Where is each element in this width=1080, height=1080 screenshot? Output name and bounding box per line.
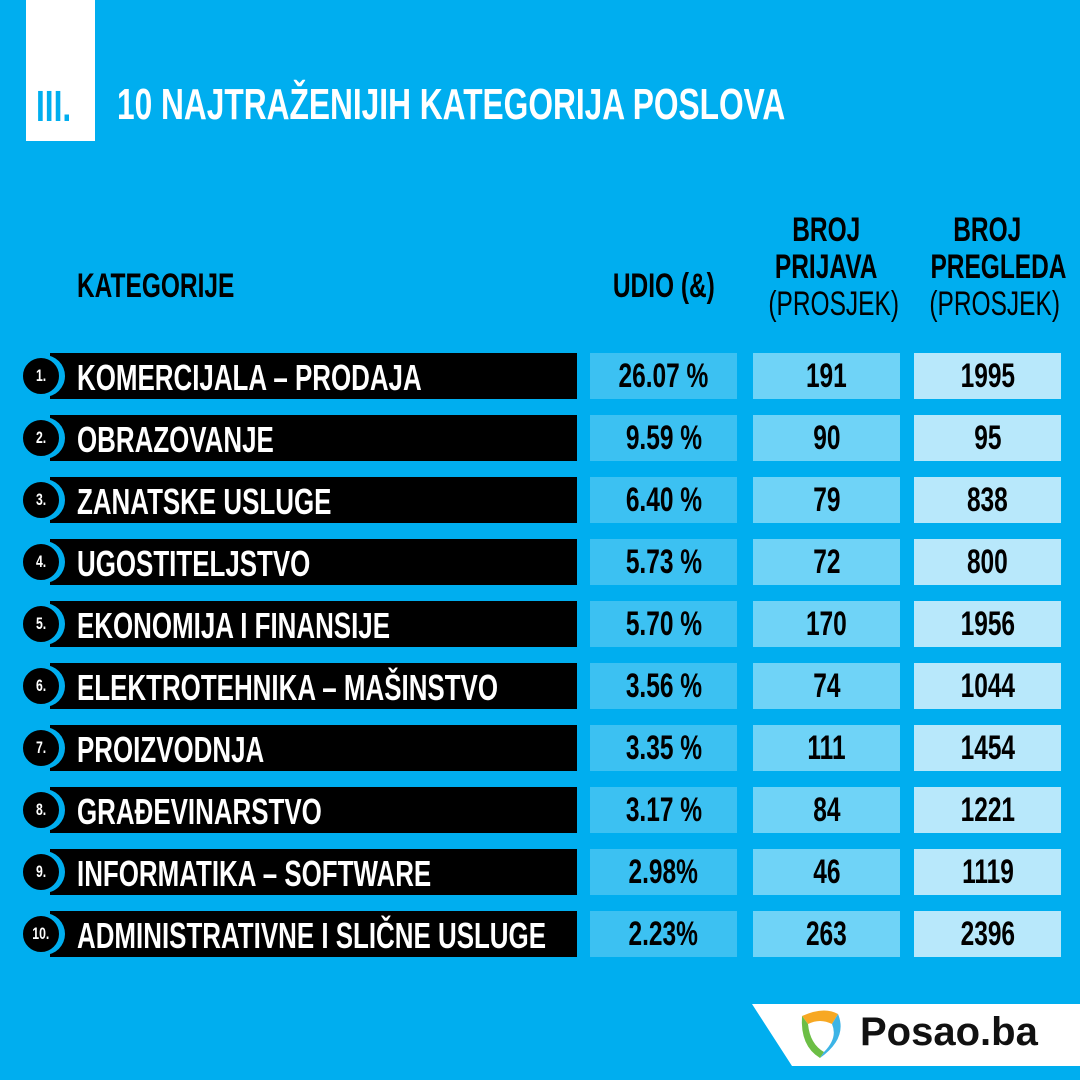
category-name: KOMERCIJALA – PRODAJA	[77, 357, 422, 398]
category-bar	[50, 539, 577, 585]
table-row: 3. ZANATSKE USLUGE 6.40 % 79 838	[0, 477, 1080, 523]
views-cell: 1956	[914, 601, 1061, 647]
views-cell: 1119	[914, 849, 1061, 895]
views-cell: 1995	[914, 353, 1061, 399]
views-cell: 1221	[914, 787, 1061, 833]
category-bar	[50, 725, 577, 771]
rank-badge: 3.	[20, 479, 62, 521]
category-bar	[50, 849, 577, 895]
views-cell: 1044	[914, 663, 1061, 709]
table-row: 8. GRAĐEVINARSTVO 3.17 % 84 1221	[0, 787, 1080, 833]
section-number: III.	[36, 82, 72, 131]
category-name: ELEKTROTEHNIKA – MAŠINSTVO	[77, 667, 498, 708]
table-row: 6. ELEKTROTEHNIKA – MAŠINSTVO 3.56 % 74 …	[0, 663, 1080, 709]
applications-cell: 90	[753, 415, 900, 461]
applications-cell: 79	[753, 477, 900, 523]
table-row: 1. KOMERCIJALA – PRODAJA 26.07 % 191 199…	[0, 353, 1080, 399]
rank-badge: 1.	[20, 355, 62, 397]
rank-badge: 8.	[20, 789, 62, 831]
share-cell: 3.17 %	[590, 787, 737, 833]
category-bar	[50, 353, 577, 399]
header-category: KATEGORIJE	[77, 267, 235, 305]
share-cell: 2.23%	[590, 911, 737, 957]
share-cell: 5.73 %	[590, 539, 737, 585]
header-applications: BROJ PRIJAVA (PROSJEK)	[768, 211, 899, 323]
category-bar	[50, 601, 577, 647]
share-cell: 5.70 %	[590, 601, 737, 647]
views-cell: 800	[914, 539, 1061, 585]
table-row: 4. UGOSTITELJSTVO 5.73 % 72 800	[0, 539, 1080, 585]
share-cell: 3.35 %	[590, 725, 737, 771]
category-name: ZANATSKE USLUGE	[77, 481, 332, 522]
category-name: OBRAZOVANJE	[77, 419, 274, 460]
applications-cell: 191	[753, 353, 900, 399]
category-bar	[50, 415, 577, 461]
applications-cell: 170	[753, 601, 900, 647]
share-cell: 6.40 %	[590, 477, 737, 523]
category-bar	[50, 787, 577, 833]
rank-badge: 9.	[20, 851, 62, 893]
rank-badge: 2.	[20, 417, 62, 459]
table-row: 10. ADMINISTRATIVNE I SLIČNE USLUGE 2.23…	[0, 911, 1080, 957]
rank-badge: 10.	[20, 913, 62, 955]
header-views: BROJ PREGLEDA (PROSJEK)	[929, 211, 1067, 323]
rank-badge: 5.	[20, 603, 62, 645]
applications-cell: 46	[753, 849, 900, 895]
logo-text: Posao.ba	[860, 1010, 1038, 1054]
applications-cell: 111	[753, 725, 900, 771]
views-cell: 838	[914, 477, 1061, 523]
category-name: PROIZVODNJA	[77, 729, 265, 770]
category-name: EKONOMIJA I FINANSIJE	[77, 605, 391, 646]
header-share: UDIO (&)	[612, 267, 715, 305]
category-name: UGOSTITELJSTVO	[77, 543, 311, 584]
share-cell: 2.98%	[590, 849, 737, 895]
rank-badge: 4.	[20, 541, 62, 583]
page-title: 10 NAJTRAŽENIJIH KATEGORIJA POSLOVA	[117, 80, 786, 129]
table-row: 5. EKONOMIJA I FINANSIJE 5.70 % 170 1956	[0, 601, 1080, 647]
rank-badge: 7.	[20, 727, 62, 769]
category-name: INFORMATIKA – SOFTWARE	[77, 853, 432, 894]
category-bar	[50, 663, 577, 709]
category-name: GRAĐEVINARSTVO	[77, 791, 322, 832]
views-cell: 95	[914, 415, 1061, 461]
share-cell: 9.59 %	[590, 415, 737, 461]
applications-cell: 72	[753, 539, 900, 585]
category-name: ADMINISTRATIVNE I SLIČNE USLUGE	[77, 915, 546, 956]
section-number-box: III.	[26, 0, 95, 141]
table-row: 9. INFORMATIKA – SOFTWARE 2.98% 46 1119	[0, 849, 1080, 895]
share-cell: 26.07 %	[590, 353, 737, 399]
views-cell: 1454	[914, 725, 1061, 771]
category-bar	[50, 477, 577, 523]
applications-cell: 74	[753, 663, 900, 709]
table-row: 2. OBRAZOVANJE 9.59 % 90 95	[0, 415, 1080, 461]
views-cell: 2396	[914, 911, 1061, 957]
posao-logo-icon	[801, 1010, 841, 1058]
applications-cell: 84	[753, 787, 900, 833]
applications-cell: 263	[753, 911, 900, 957]
rank-badge: 6.	[20, 665, 62, 707]
share-cell: 3.56 %	[590, 663, 737, 709]
category-bar	[50, 911, 577, 957]
table-row: 7. PROIZVODNJA 3.35 % 111 1454	[0, 725, 1080, 771]
